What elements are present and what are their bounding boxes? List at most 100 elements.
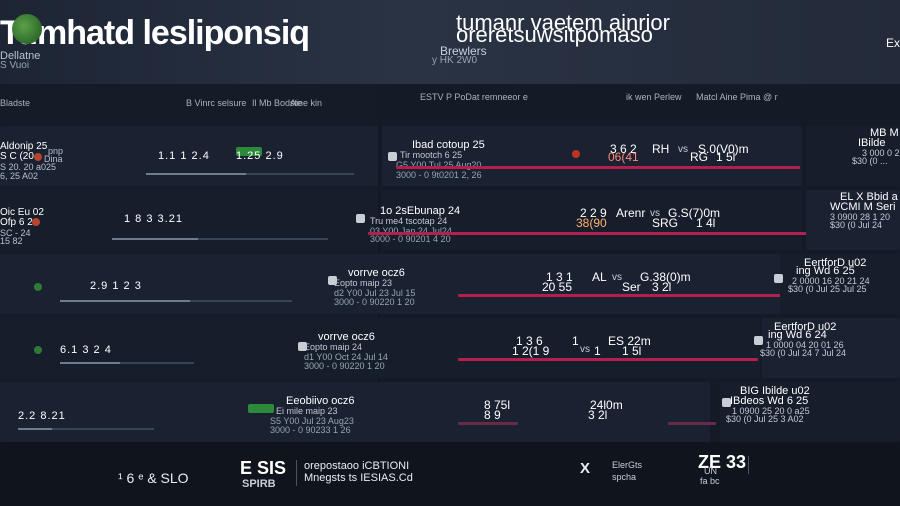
status-dot — [34, 346, 42, 354]
footer-line-2: Mnegsts ts IESIAS.Cd — [304, 472, 413, 484]
progress-track — [60, 362, 194, 364]
status-badge — [236, 147, 262, 156]
table-row[interactable] — [0, 190, 378, 250]
row-sub: S C (20 — [0, 151, 34, 162]
footer-brand[interactable]: E SIS — [240, 458, 287, 478]
table-row[interactable] — [0, 126, 378, 186]
match-title[interactable]: 1o 2sEbunap 24 — [380, 205, 461, 217]
detail-title[interactable]: BIG Ibilde u02 — [740, 385, 810, 397]
row-sub: Ofp 6 24 — [0, 217, 39, 228]
match-title[interactable]: vorrve ocz6 — [318, 331, 375, 343]
match-score: 1 3 1 — [546, 270, 573, 284]
match-progress-2 — [668, 422, 716, 425]
team-a: AL — [592, 270, 607, 284]
team-c: 1 — [594, 344, 601, 358]
column-header-4[interactable]: Aine kin — [290, 98, 323, 108]
detail-line-2: $30 (0 ... — [852, 156, 888, 166]
detail-subtitle: IBilde — [858, 137, 886, 149]
detail-line-2: $30 (0 Jul 25 3 A02 — [726, 414, 804, 424]
match-score-2: 20 55 — [542, 280, 573, 294]
column-header-preview[interactable]: ik wen Perlew — [626, 92, 682, 102]
detail-row[interactable] — [780, 254, 900, 314]
detail-subtitle: ing Wd 6 24 — [768, 329, 827, 341]
match-title[interactable]: Ibad cotoup 25 — [412, 139, 485, 151]
column-header-3[interactable]: Il Mb Bodste — [252, 98, 303, 108]
detail-row[interactable] — [762, 318, 900, 378]
detail-row[interactable] — [806, 126, 900, 186]
detail-icon — [774, 274, 783, 283]
divider — [748, 456, 749, 474]
team-d: 1 5l — [622, 344, 642, 358]
column-header-2[interactable]: B Vinrc selsure — [186, 98, 247, 108]
brand-logo-icon[interactable] — [12, 14, 42, 44]
column-header-1[interactable]: Bladste — [0, 98, 31, 108]
match-row[interactable] — [300, 318, 760, 378]
status-dot — [572, 150, 580, 158]
match-score-2: 06(41 — [608, 150, 639, 164]
row-date-2: 15 82 — [0, 236, 23, 246]
detail-title[interactable]: MB M — [870, 127, 899, 139]
x-icon[interactable]: X — [580, 460, 591, 477]
team-b: 24l0m — [590, 398, 623, 412]
match-score: 1 3 6 — [516, 334, 543, 348]
hero-subtitle-2: S Vuoi — [0, 60, 30, 71]
progress-track — [146, 173, 354, 175]
match-row[interactable] — [382, 126, 802, 186]
team-b: G.S(7)0m — [668, 206, 721, 220]
team-b: S.0(V0)m — [698, 142, 749, 156]
table-row[interactable] — [0, 254, 378, 314]
match-subtitle: Ei mile maip 23 — [276, 406, 338, 416]
status-dot — [34, 153, 42, 161]
team-d: 1 4l — [696, 216, 716, 230]
match-icon — [298, 342, 307, 351]
match-title[interactable]: Eeobiivo ocz6 — [286, 395, 355, 407]
column-header-match[interactable]: ESTV P PoDat remneeor e — [420, 92, 528, 102]
match-score-2: 38(90 — [576, 216, 607, 230]
match-progress — [396, 166, 800, 169]
corner-label[interactable]: Ex — [885, 36, 900, 50]
footer-tag[interactable]: ElerGts — [612, 460, 643, 470]
detail-title[interactable]: EertforD u02 — [774, 321, 837, 333]
progress-fill — [18, 428, 52, 430]
detail-row[interactable] — [720, 382, 900, 442]
match-meta-2: 3000 - 0 90220 1 20 — [334, 297, 415, 307]
match-meta-2: 3000 - 0 9t0201 2, 26 — [396, 170, 482, 180]
column-header-time[interactable]: Matcl Aine Pima @ r — [696, 92, 778, 102]
vs-label: vs — [678, 144, 688, 155]
match-row[interactable] — [382, 190, 802, 250]
team-b: G.38(0)m — [640, 270, 691, 284]
match-title[interactable]: vorrve ocz6 — [348, 267, 405, 279]
row-values: 6.1 3 2 4 — [60, 344, 112, 356]
detail-line-2: $30 (0 Jul 24 7 Jul 24 — [760, 348, 847, 358]
row-values: 1 8 3 3.21 — [124, 213, 183, 225]
detail-row[interactable] — [806, 190, 900, 250]
match-score-2: 1 2(1 9 — [512, 344, 550, 358]
footer-brand-2[interactable]: ZE 33 — [698, 452, 747, 472]
status-dot — [34, 283, 42, 291]
detail-line-2: $30 (0 Jul 25 Jul 25 — [788, 284, 867, 294]
detail-title[interactable]: EertforD u02 — [804, 257, 867, 269]
match-icon — [328, 276, 337, 285]
team-c: RG — [690, 150, 708, 164]
page-subtitle-2: y HK 2W0 — [432, 55, 478, 66]
progress-track — [18, 428, 154, 430]
detail-line: 2 0000 16 20 21 24 — [792, 276, 870, 286]
progress-fill — [146, 173, 246, 175]
team-b: ES 22m — [608, 334, 651, 348]
match-row[interactable] — [330, 254, 780, 314]
row-name: Aldonip 25 — [0, 141, 48, 152]
hero-banner — [0, 0, 900, 84]
match-meta-2: 3000 - 0 90233 1 26 — [270, 425, 351, 435]
hero-title: Tumhatd lesliponsiq — [0, 14, 310, 52]
hero-subtitle: Dellatne — [0, 50, 41, 62]
match-meta: d2 Y00 Jul 23 Jul 15 — [334, 288, 416, 298]
match-progress — [458, 294, 788, 297]
row-sub-2: Dina — [44, 154, 63, 164]
progress-fill — [60, 300, 190, 302]
footer-tag-2: spcha — [612, 472, 637, 482]
match-icon — [356, 214, 365, 223]
match-subtitle: Eopto maip 24 — [304, 342, 363, 352]
match-score: 2 2 9 — [580, 206, 607, 220]
match-row[interactable] — [250, 382, 710, 442]
detail-title[interactable]: EL X Bbid a — [840, 191, 898, 203]
